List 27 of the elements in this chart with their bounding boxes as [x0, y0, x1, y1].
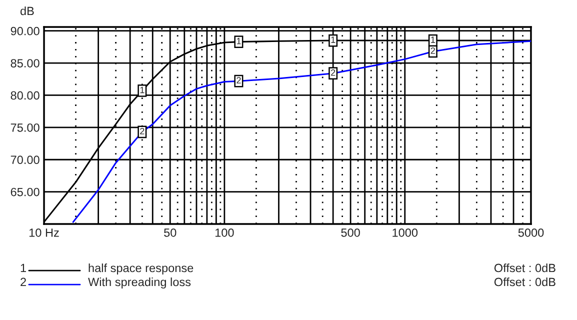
x-tick-label: 5000 — [518, 228, 544, 237]
x-tick-label: 50 — [164, 228, 176, 237]
legend-label: With spreading loss — [88, 277, 191, 289]
annotation: 2 — [331, 69, 336, 76]
x-tick-label: 100 — [215, 228, 234, 237]
text: 2 — [20, 278, 26, 286]
y-tick-label: 75.00 — [10, 123, 40, 132]
y-tick-label: 70.00 — [10, 156, 40, 164]
y-axis-title: dB — [20, 6, 34, 16]
text: Offset : 0dB — [494, 263, 556, 272]
text: Offset : 0dB — [494, 277, 556, 286]
annotation: 2 — [140, 128, 144, 134]
y-tick-label: 85.00 — [10, 59, 40, 68]
annotation: 1 — [331, 36, 336, 43]
legend-label: half space response — [88, 263, 194, 275]
y-tick-label: 80.00 — [10, 91, 40, 100]
y-tick-label: 65.00 — [10, 188, 40, 196]
x-tick-label: 500 — [341, 228, 360, 237]
x-tick-label: 10 Hz — [29, 228, 59, 237]
y-tick-label: 90.00 — [10, 26, 40, 36]
text: 1 — [20, 264, 26, 272]
annotation: 1 — [236, 38, 241, 44]
annotation: 2 — [236, 77, 241, 84]
x-tick-label: 1000 — [392, 228, 418, 237]
annotation: 1 — [140, 86, 144, 94]
annotation: 1 — [431, 36, 435, 43]
annotation: 2 — [430, 47, 435, 54]
